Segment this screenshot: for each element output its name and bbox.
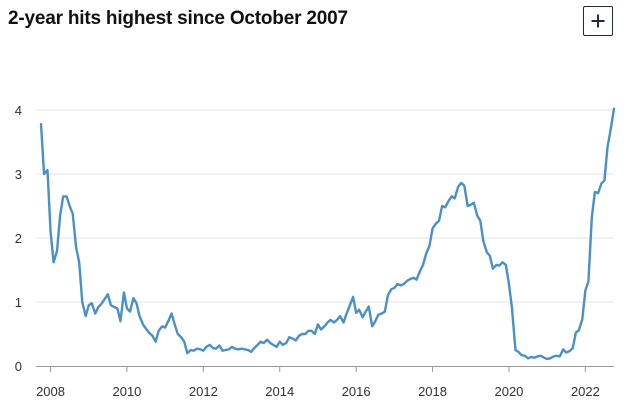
y-tick-label-1: 1 — [15, 295, 22, 310]
x-tick-label-2018: 2018 — [418, 384, 447, 399]
x-tick-label-2016: 2016 — [342, 384, 371, 399]
x-tick-labels: 2008 2010 2012 2014 2016 2018 2020 2022 — [36, 366, 600, 399]
x-tick-label-2008: 2008 — [36, 384, 65, 399]
y-tick-label-0: 0 — [15, 359, 22, 374]
chart-title: 2-year hits highest since October 2007 — [8, 8, 348, 29]
x-tick-label-2020: 2020 — [494, 384, 523, 399]
x-tick-label-2010: 2010 — [112, 384, 141, 399]
gridlines — [36, 109, 614, 303]
y-tick-labels: 0 1 2 3 4 — [15, 103, 22, 374]
series-group — [39, 107, 616, 361]
x-tick-label-2012: 2012 — [189, 384, 218, 399]
y-tick-label-4: 4 — [15, 103, 22, 118]
x-tick-label-2022: 2022 — [571, 384, 600, 399]
plus-icon — [591, 14, 605, 28]
x-tick-label-2014: 2014 — [265, 384, 294, 399]
series-line-0 — [39, 107, 616, 361]
expand-button[interactable] — [583, 6, 613, 36]
y-tick-label-2: 2 — [15, 231, 22, 246]
y-tick-label-3: 3 — [15, 167, 22, 182]
